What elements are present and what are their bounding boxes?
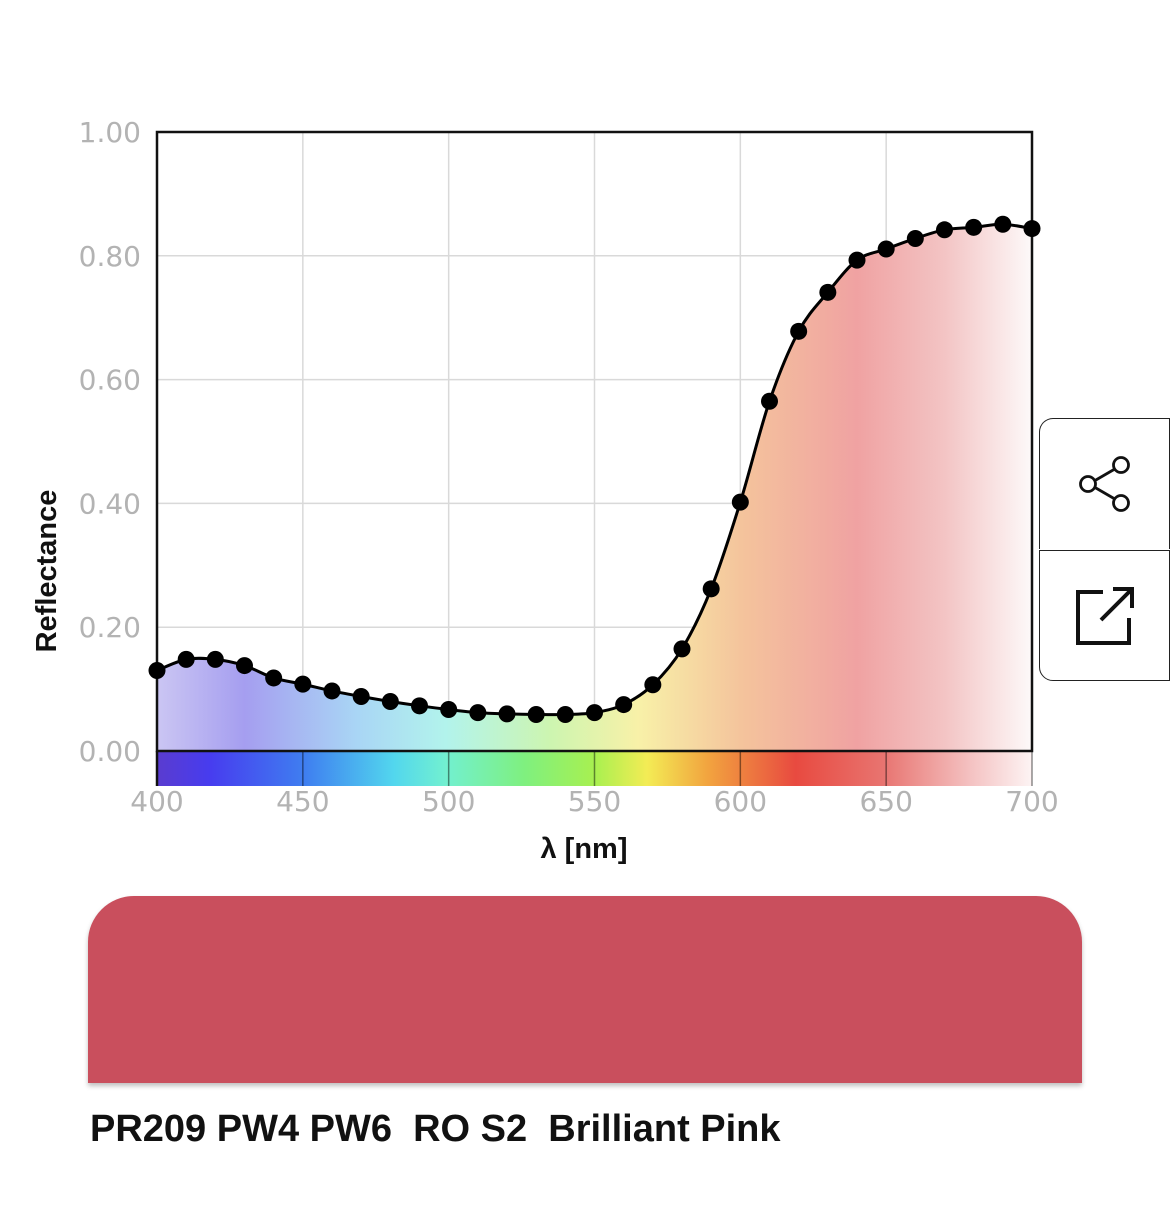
x-axis-title: λ [nm] xyxy=(541,833,628,865)
reflectance-chart: 1.00 0.80 0.60 0.40 0.20 0.00 400 450 500 550 600… xyxy=(31,116,1059,865)
data-point xyxy=(527,705,545,723)
data-point xyxy=(265,669,283,687)
x-tick-label: 450 xyxy=(276,785,329,818)
data-point xyxy=(498,705,516,723)
y-tick-label: 1.00 xyxy=(79,116,141,149)
data-point xyxy=(644,676,662,694)
y-tick-label: 0.40 xyxy=(79,487,141,520)
data-point xyxy=(469,704,487,722)
data-point xyxy=(352,688,370,706)
open-external-button[interactable] xyxy=(1039,550,1170,681)
reflectance-area xyxy=(157,224,1032,751)
data-point xyxy=(731,493,749,511)
x-tick-label: 600 xyxy=(714,785,767,818)
data-point xyxy=(381,692,399,710)
share-icon xyxy=(1078,456,1130,512)
data-point xyxy=(906,229,924,247)
data-point xyxy=(556,705,574,723)
spectrum-bar xyxy=(157,751,1032,786)
spectrum-grid xyxy=(155,751,1033,786)
data-point xyxy=(702,580,720,598)
plot-frame xyxy=(155,130,1034,753)
share-button[interactable] xyxy=(1039,418,1170,549)
x-tick-label: 700 xyxy=(1005,785,1058,818)
data-point xyxy=(819,283,837,301)
y-tick-label: 0.00 xyxy=(79,735,141,768)
data-point xyxy=(877,240,895,258)
data-point xyxy=(206,650,224,668)
data-point xyxy=(177,650,195,668)
data-point xyxy=(615,696,633,714)
data-point xyxy=(1023,220,1041,238)
y-tick-label: 0.20 xyxy=(79,611,141,644)
y-tick-label: 0.60 xyxy=(79,364,141,397)
data-point xyxy=(323,682,341,700)
x-tick-labels: 400 450 500 550 600 650 700 xyxy=(130,785,1058,818)
data-point xyxy=(148,662,166,680)
y-tick-labels: 1.00 0.80 0.60 0.40 0.20 0.00 xyxy=(79,116,141,768)
x-tick-label: 650 xyxy=(859,785,912,818)
data-point xyxy=(790,322,808,340)
y-axis-title: Reflectance xyxy=(31,490,63,653)
data-point xyxy=(848,251,866,269)
data-point xyxy=(294,675,312,693)
y-tick-label: 0.80 xyxy=(79,240,141,273)
data-points xyxy=(148,215,1041,723)
open-external-icon xyxy=(1075,586,1134,645)
data-point xyxy=(673,640,691,658)
data-point xyxy=(236,657,253,675)
x-tick-label: 550 xyxy=(568,785,621,818)
data-point xyxy=(761,392,778,410)
color-swatch xyxy=(88,896,1082,1083)
x-tick-label: 400 xyxy=(130,785,183,818)
data-point xyxy=(411,697,428,715)
data-point xyxy=(586,704,603,722)
paint-name: PR209 PW4 PW6 RO S2 Brilliant Pink xyxy=(90,1108,781,1150)
x-tick-label: 500 xyxy=(422,785,475,818)
data-point xyxy=(965,218,983,236)
data-point xyxy=(440,701,458,719)
data-point xyxy=(936,221,953,239)
data-point xyxy=(994,215,1012,233)
